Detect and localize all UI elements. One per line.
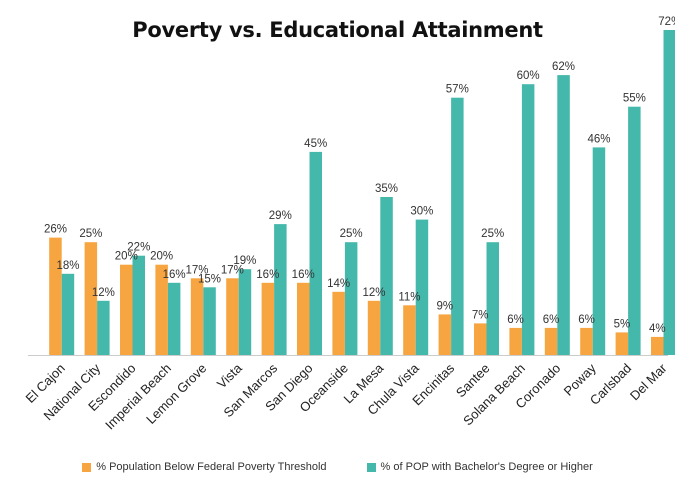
value-label-bachelors-6: 29%	[269, 210, 292, 222]
legend-item-poverty: % Population Below Federal Poverty Thres…	[82, 461, 327, 473]
value-label-bachelors-14: 62%	[552, 61, 575, 73]
value-label-poverty-10: 11%	[398, 291, 420, 303]
value-label-bachelors-7: 45%	[304, 138, 327, 150]
chart-title: Poverty vs. Educational Attainment	[132, 18, 543, 42]
value-label-bachelors-4: 15%	[198, 273, 221, 285]
bar-chart: 26%18%25%12%20%22%20%16% 17%15%17%19%16%2…	[22, 16, 675, 432]
bar-poverty-0	[49, 237, 62, 355]
bar-bachelors-7	[309, 151, 322, 355]
bars-group	[49, 30, 675, 356]
legend-swatch-bachelors	[366, 462, 376, 472]
value-label-bachelors-15: 46%	[587, 133, 610, 145]
bar-bachelors-17	[663, 30, 675, 355]
bar-poverty-11	[438, 314, 452, 355]
bar-poverty-14	[544, 327, 558, 355]
bar-poverty-17	[651, 336, 664, 355]
value-label-bachelors-2: 22%	[127, 242, 150, 254]
value-label-bachelors-3: 16%	[163, 269, 186, 281]
bar-poverty-1	[84, 242, 98, 355]
bar-bachelors-9	[380, 197, 393, 355]
value-label-bachelors-13: 60%	[517, 70, 540, 82]
value-label-poverty-2: 20%	[115, 251, 138, 263]
bar-poverty-7	[297, 282, 310, 355]
value-label-poverty-15: 6%	[578, 314, 595, 326]
legend-item-bachelors: % of POP with Bachelor's Degree or Highe…	[366, 461, 593, 473]
bar-bachelors-13	[521, 84, 535, 355]
bar-poverty-10	[403, 305, 416, 355]
bar-poverty-9	[367, 300, 381, 355]
bar-bachelors-6	[274, 224, 287, 355]
value-label-poverty-12: 7%	[472, 309, 489, 321]
bar-bachelors-12	[486, 242, 499, 355]
value-labels-group: 26%18%25%12%20%22%20%16% 17%15%17%19%16%2…	[44, 16, 675, 335]
value-label-poverty-0: 26%	[44, 224, 67, 236]
bar-poverty-2	[120, 264, 133, 355]
value-label-bachelors-0: 18%	[56, 260, 79, 272]
value-label-poverty-5: 17%	[221, 264, 244, 276]
value-label-bachelors-12: 25%	[481, 228, 504, 240]
value-label-bachelors-5: 19%	[233, 255, 256, 267]
bar-poverty-15	[580, 327, 593, 355]
value-label-bachelors-11: 57%	[446, 84, 469, 96]
bar-bachelors-1	[97, 300, 110, 355]
bar-bachelors-4	[203, 287, 216, 355]
value-label-poverty-16: 5%	[614, 318, 631, 330]
value-label-poverty-9: 12%	[362, 287, 385, 299]
legend-swatch-poverty	[82, 462, 92, 472]
bar-poverty-12	[474, 323, 487, 355]
bar-poverty-16	[615, 332, 629, 355]
value-label-poverty-14: 6%	[543, 314, 560, 326]
value-label-bachelors-10: 30%	[410, 206, 433, 218]
bar-bachelors-5	[238, 269, 252, 355]
bar-bachelors-11	[451, 97, 464, 355]
legend: % Population Below Federal Poverty Thres…	[0, 461, 675, 473]
value-label-poverty-7: 16%	[292, 269, 315, 281]
value-label-poverty-3: 20%	[150, 251, 173, 263]
value-label-poverty-6: 16%	[256, 269, 279, 281]
x-tick-label-5: Vista	[214, 360, 245, 391]
legend-label-poverty: % Population Below Federal Poverty Thres…	[96, 461, 327, 473]
bar-bachelors-10	[415, 219, 429, 355]
value-label-poverty-4: 17%	[185, 264, 208, 276]
bar-bachelors-2	[132, 255, 145, 355]
value-label-poverty-11: 9%	[436, 300, 453, 312]
x-tick-label-17: Del Mar	[627, 360, 670, 403]
bar-poverty-13	[509, 327, 522, 355]
value-label-poverty-17: 4%	[649, 323, 666, 335]
bar-poverty-5	[226, 278, 239, 355]
bar-poverty-4	[190, 278, 204, 355]
bar-bachelors-0	[61, 273, 75, 356]
value-label-poverty-13: 6%	[507, 314, 524, 326]
value-label-bachelors-8: 25%	[340, 228, 363, 240]
legend-label-bachelors: % of POP with Bachelor's Degree or Highe…	[380, 461, 593, 473]
value-label-poverty-1: 25%	[79, 228, 102, 240]
value-label-poverty-8: 14%	[327, 278, 350, 290]
bar-bachelors-15	[592, 147, 606, 355]
value-label-bachelors-9: 35%	[375, 183, 398, 195]
bar-bachelors-8	[344, 242, 358, 355]
value-label-bachelors-16: 55%	[623, 93, 646, 105]
bar-bachelors-16	[628, 106, 641, 355]
value-label-bachelors-17: 72%	[658, 16, 675, 28]
bar-bachelors-3	[167, 282, 181, 355]
value-label-bachelors-1: 12%	[92, 287, 115, 299]
bar-poverty-3	[155, 264, 168, 355]
bar-bachelors-14	[557, 75, 570, 355]
bar-poverty-8	[332, 291, 345, 355]
bar-poverty-6	[261, 282, 275, 355]
